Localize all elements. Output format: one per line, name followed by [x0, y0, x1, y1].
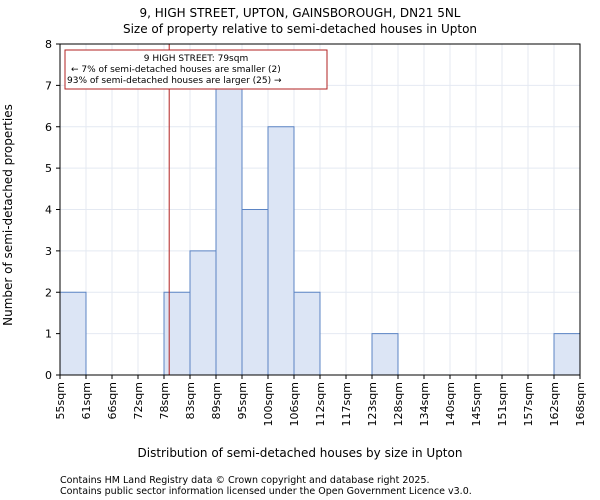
x-tick-label: 55sqm: [54, 382, 67, 419]
x-axis-label: Distribution of semi-detached houses by …: [138, 446, 463, 460]
y-tick-label: 1: [45, 328, 52, 341]
y-axis: 0 1 2 3 4 5 6 7 8: [45, 38, 60, 382]
annotation-line-3: 93% of semi-detached houses are larger (…: [67, 76, 282, 86]
y-tick-label: 7: [45, 79, 52, 92]
y-tick-label: 0: [45, 369, 52, 382]
x-tick-label: 140sqm: [444, 382, 457, 426]
x-tick-label: 151sqm: [496, 382, 509, 426]
y-tick-label: 2: [45, 286, 52, 299]
bar: [371, 333, 399, 376]
x-tick-label: 123sqm: [366, 382, 379, 426]
bar: [241, 209, 269, 376]
x-tick-label: 128sqm: [392, 382, 405, 426]
bar: [553, 333, 581, 376]
y-tick-label: 3: [45, 245, 52, 258]
annotation-line-1: 9 HIGH STREET: 79sqm: [144, 54, 248, 64]
x-tick-label: 78sqm: [158, 382, 171, 419]
y-tick-label: 5: [45, 162, 52, 175]
x-tick-label: 61sqm: [80, 382, 93, 419]
bar: [163, 291, 191, 376]
bar: [215, 84, 243, 376]
x-tick-label: 83sqm: [184, 382, 197, 419]
annotation-box: 9 HIGH STREET: 79sqm ← 7% of semi-detach…: [64, 49, 328, 90]
y-axis-label: Number of semi-detached properties: [1, 104, 15, 326]
x-tick-label: 95sqm: [236, 382, 249, 419]
x-tick-label: 134sqm: [418, 382, 431, 426]
bar: [267, 126, 295, 376]
x-tick-label: 117sqm: [340, 382, 353, 426]
bar: [293, 291, 321, 376]
x-tick-label: 157sqm: [522, 382, 535, 426]
chart-subtitle: Size of property relative to semi-detach…: [123, 22, 477, 36]
y-tick-label: 4: [45, 204, 52, 217]
x-tick-label: 66sqm: [106, 382, 119, 419]
x-tick-label: 100sqm: [262, 382, 275, 426]
x-tick-label: 72sqm: [132, 382, 145, 419]
annotation-line-2: ← 7% of semi-detached houses are smaller…: [71, 65, 281, 75]
x-tick-label: 162sqm: [548, 382, 561, 426]
chart-title: 9, HIGH STREET, UPTON, GAINSBOROUGH, DN2…: [140, 6, 461, 20]
x-tick-label: 89sqm: [210, 382, 223, 419]
bar: [59, 291, 87, 376]
annotation-border: [64, 49, 328, 90]
bar: [189, 250, 217, 376]
footer-line-2: Contains public sector information licen…: [60, 486, 472, 497]
x-axis: 55sqm 61sqm 66sqm 72sqm 78sqm 83sqm 89sqm 95sqm…: [54, 375, 587, 426]
x-tick-label: 112sqm: [314, 382, 327, 426]
x-tick-label: 106sqm: [288, 382, 301, 426]
footer-line-1: Contains HM Land Registry data © Crown c…: [60, 475, 430, 486]
x-tick-label: 145sqm: [470, 382, 483, 426]
y-tick-label: 6: [45, 121, 52, 134]
y-tick-label: 8: [45, 38, 52, 51]
x-tick-label: 168sqm: [574, 382, 587, 426]
